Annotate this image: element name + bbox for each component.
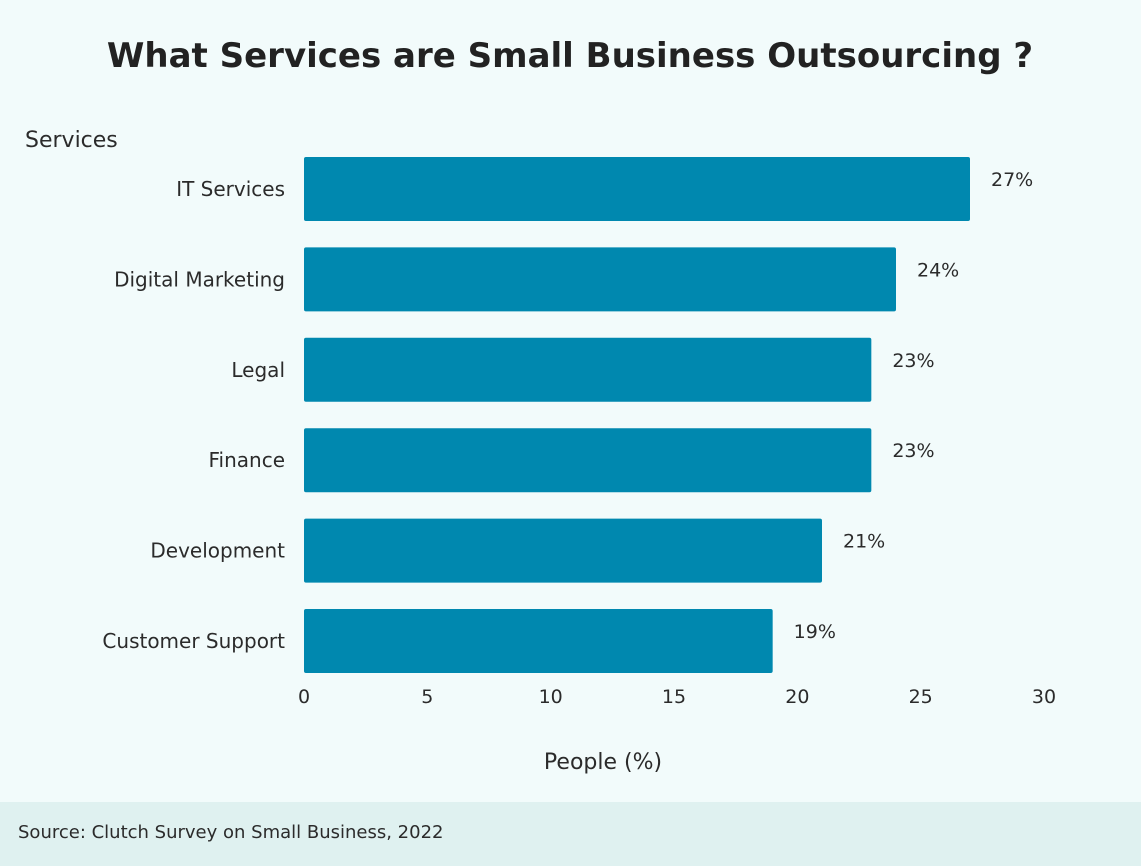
category-label-development: Development: [150, 539, 285, 563]
x-axis-title: People (%): [544, 750, 662, 775]
x-tick-label-0: 0: [298, 686, 310, 708]
data-label-legal: 23%: [892, 350, 934, 372]
category-label-legal: Legal: [231, 358, 285, 382]
chart-title: What Services are Small Business Outsour…: [107, 36, 1033, 76]
category-label-digital-marketing: Digital Marketing: [114, 267, 285, 291]
source-footer: Source: Clutch Survey on Small Business,…: [0, 802, 1141, 866]
data-label-it-services: 27%: [991, 169, 1033, 191]
x-tick-label-20: 20: [785, 686, 809, 708]
bar-digital-marketing: [304, 247, 896, 312]
category-label-it-services: IT Services: [176, 177, 285, 201]
source-text: Source: Clutch Survey on Small Business,…: [18, 822, 444, 843]
category-label-customer-support: Customer Support: [102, 629, 285, 653]
y-axis-title: Services: [25, 128, 118, 153]
data-label-development: 21%: [843, 531, 885, 553]
x-tick-label-30: 30: [1032, 686, 1056, 708]
category-label-finance: Finance: [208, 448, 285, 472]
bar-customer-support: [304, 609, 773, 673]
data-label-digital-marketing: 24%: [917, 259, 959, 281]
x-tick-label-10: 10: [539, 686, 563, 708]
bars-group: IT Services 27% Digital Marketing 24% Legal 2…: [102, 157, 1033, 673]
x-tick-label-15: 15: [662, 686, 686, 708]
x-tick-label-5: 5: [421, 686, 433, 708]
data-label-finance: 23%: [892, 440, 934, 462]
x-tick-label-25: 25: [909, 686, 933, 708]
bar-it-services: [304, 157, 970, 221]
data-label-customer-support: 19%: [794, 621, 836, 643]
bar-finance: [304, 428, 872, 493]
bar-development: [304, 518, 822, 583]
bar-legal: [304, 337, 872, 402]
x-axis-ticks: 0 5 10 15 20 25 30: [298, 686, 1056, 708]
